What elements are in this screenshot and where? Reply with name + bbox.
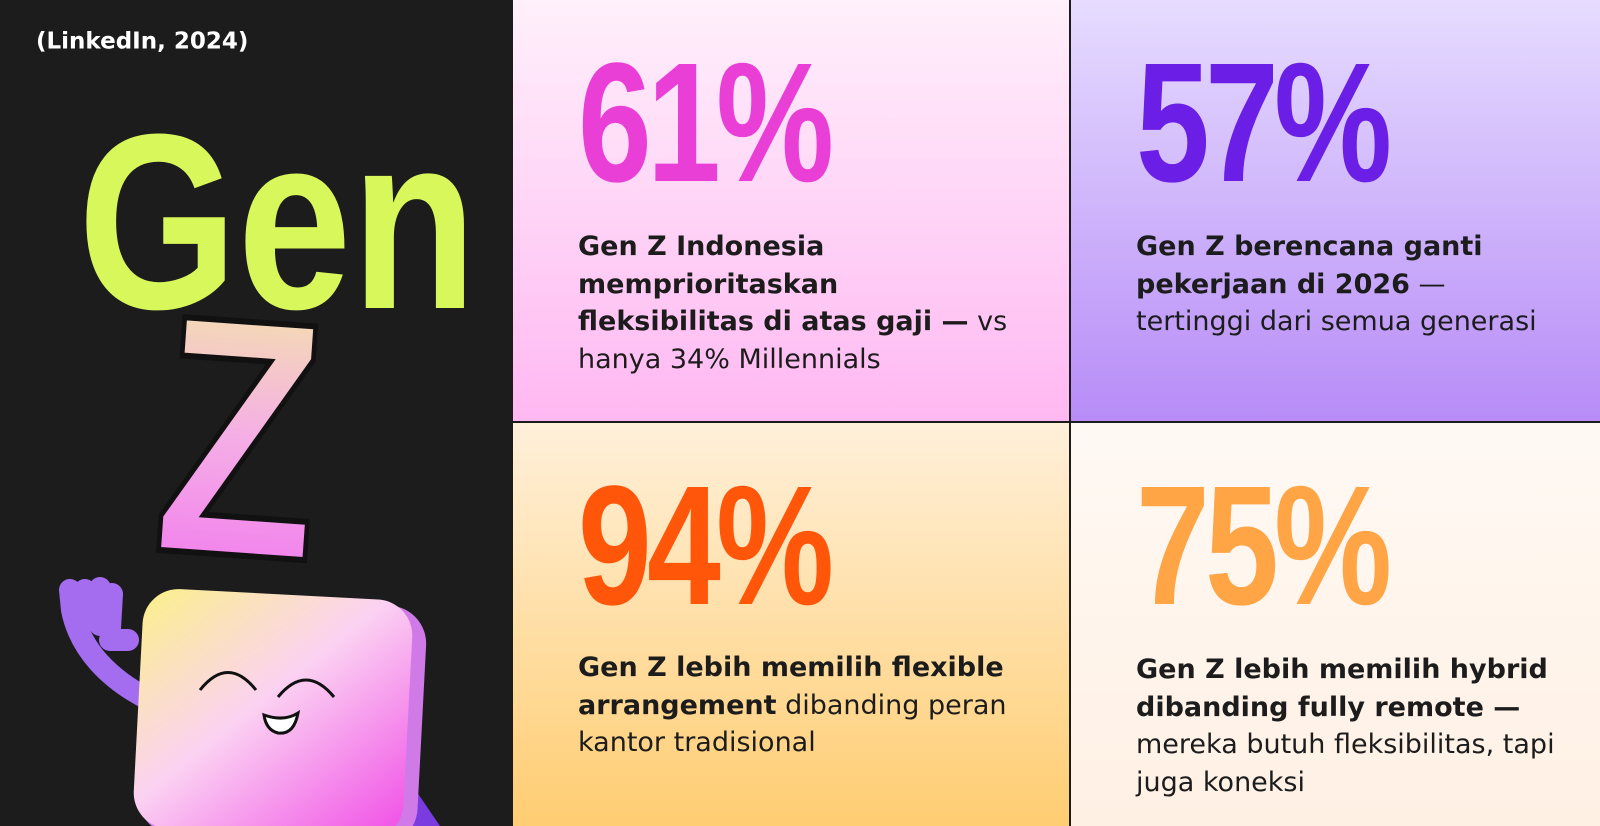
eyes: [198, 671, 336, 698]
desc-bold: Gen Z berencana ganti pekerjaan di 2026: [1136, 231, 1483, 300]
title-z: Z: [146, 242, 334, 633]
desc-bold: Gen Z lebih memilih hybrid dibanding ful…: [1136, 654, 1548, 723]
stat-description: Gen Z berencana ganti pekerjaan di 2026 …: [1136, 228, 1566, 341]
stat-card: 94% Gen Z lebih memilih flexible arrange…: [513, 423, 1069, 826]
mouth: [262, 709, 301, 735]
desc-bold: Gen Z Indonesia memprioritaskan fleksibi…: [578, 231, 969, 337]
stat-value: 57%: [1136, 28, 1392, 218]
stat-card: 75% Gen Z lebih memilih hybrid dibanding…: [1071, 423, 1600, 826]
stat-value: 94%: [578, 451, 834, 641]
desc-regular: mereka butuh fleksibilitas, tapi juga ko…: [1136, 729, 1555, 798]
stat-card: 57% Gen Z berencana ganti pekerjaan di 2…: [1071, 0, 1600, 421]
stat-description: Gen Z lebih memilih hybrid dibanding ful…: [1136, 651, 1566, 801]
stat-description: Gen Z lebih memilih flexible arrangement…: [578, 649, 1008, 762]
character-face: [133, 589, 413, 826]
desc-regular: — tertinggi dari semua generasi: [1136, 268, 1537, 338]
stat-value: 75%: [1136, 451, 1392, 641]
waving-arm: [59, 577, 161, 711]
source: (LinkedIn, 2024): [36, 29, 248, 55]
stat-value: 61%: [578, 28, 834, 218]
stat-description: Gen Z Indonesia memprioritaskan fleksibi…: [578, 228, 1008, 378]
desc-bold: Gen Z lebih memilih flexible arrangement: [578, 652, 1004, 721]
hero-panel: (LinkedIn, 2024) Gen Z: [36, 29, 477, 826]
desc-regular: dibanding peran kantor tradisional: [578, 689, 1007, 759]
stat-card: 61% Gen Z Indonesia memprioritaskan flek…: [513, 0, 1069, 421]
title-gen: Gen: [78, 83, 477, 362]
desc-regular: vs hanya 34% Millennials: [578, 306, 1008, 375]
